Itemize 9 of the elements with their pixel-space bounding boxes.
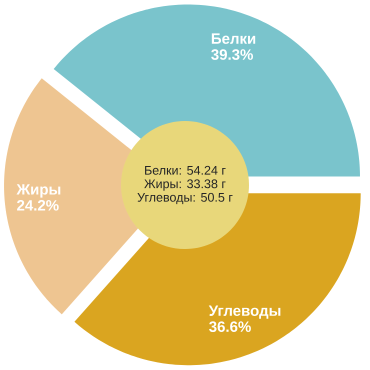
text: Углеводы: 50.5 г <box>137 192 233 204</box>
text: Жиры: 33.38 г <box>144 179 226 191</box>
slice-label: Углеводы <box>208 305 280 319</box>
data-label: 39.3% <box>211 49 253 60</box>
text: Белки: 54.24 г <box>145 166 226 175</box>
slice-label: Жиры <box>16 184 60 198</box>
data-label: 24.2% <box>17 200 59 211</box>
slice-label: Белки <box>212 33 256 44</box>
data-label: 36.6% <box>209 321 251 332</box>
